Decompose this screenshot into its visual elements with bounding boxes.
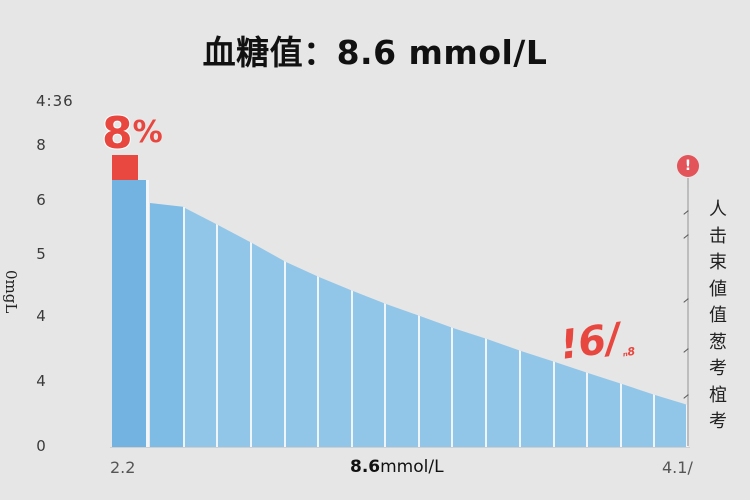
- y-tick: 4: [36, 372, 46, 390]
- legend-char: 人: [709, 199, 727, 220]
- peak-highlight-cap: [112, 155, 138, 180]
- y-tick: 6: [36, 191, 46, 209]
- alert-icon: !: [677, 155, 699, 177]
- bar: [555, 362, 588, 447]
- legend-char: 值: [709, 305, 727, 326]
- peak-value: 8: [101, 107, 134, 160]
- mid-annotation: !6/ₙ8: [557, 313, 636, 369]
- legend-char: 击: [709, 225, 727, 247]
- legend-char: 値: [709, 278, 727, 300]
- legend-char: 葱: [709, 331, 727, 353]
- bar: [185, 208, 218, 447]
- bar: [386, 304, 420, 447]
- bar: [521, 351, 555, 447]
- x-axis-right-label: 4.1/: [662, 458, 693, 477]
- bar: [453, 328, 487, 447]
- x-axis-left-label: 2.2: [110, 458, 136, 477]
- bar: [252, 243, 286, 447]
- mid-sub: ₙ8: [621, 344, 637, 360]
- y-tick: 5: [36, 245, 46, 263]
- bar: [487, 339, 521, 447]
- right-vertical-legend: 人 击 束 値 值 葱 考 椬 考: [706, 197, 730, 436]
- x-axis-center-label: 8.6mmol/L: [350, 457, 444, 477]
- bar: [353, 291, 386, 447]
- legend-char: 考: [709, 411, 727, 432]
- legend-char: 束: [709, 252, 727, 273]
- legend-char: 椬: [709, 384, 727, 406]
- y-tick: 0: [36, 437, 46, 455]
- bar: [150, 203, 185, 447]
- bar: [655, 395, 688, 447]
- chart-title: 血糖值：8.6 mmol/L: [202, 33, 548, 72]
- y-tick: 8: [36, 136, 46, 154]
- bar: [319, 277, 353, 447]
- y-tick: 4: [36, 307, 46, 325]
- bar: [218, 225, 252, 447]
- mid-value: !6/: [557, 314, 624, 369]
- bar: [588, 373, 622, 447]
- peak-symbol: %: [132, 115, 163, 150]
- bar: [286, 262, 319, 447]
- bar: [112, 180, 149, 447]
- peak-annotation: 8%: [101, 107, 163, 160]
- bar: [420, 316, 453, 447]
- x-axis-line: [110, 447, 690, 448]
- x-axis-center-value: 8.6: [350, 457, 381, 477]
- right-axis-line: [687, 178, 689, 446]
- y-axis-top-label: 4:36: [36, 92, 74, 110]
- x-axis-center-unit: mmol/L: [380, 457, 444, 477]
- legend-char: 考: [709, 358, 727, 379]
- bar: [622, 384, 655, 447]
